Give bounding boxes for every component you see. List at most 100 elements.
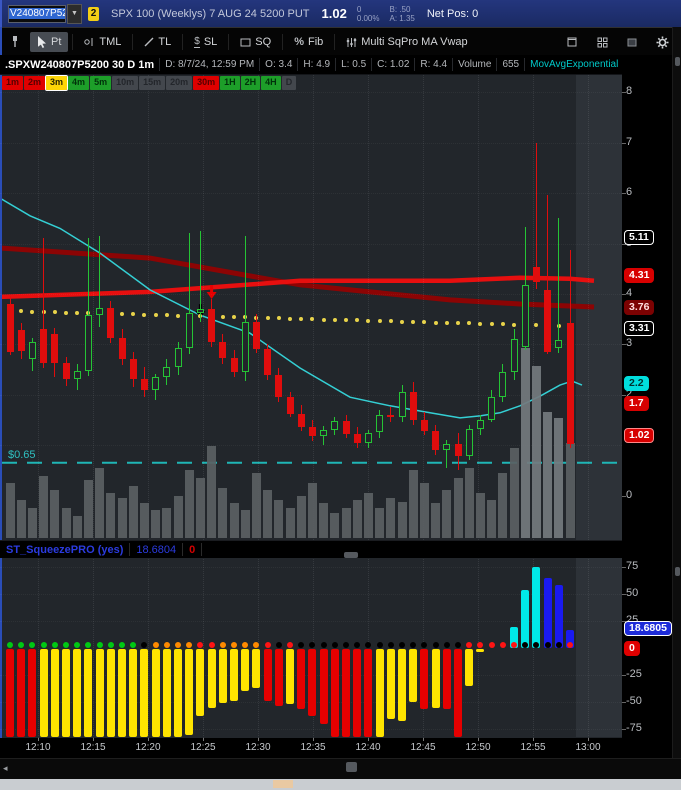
timeframe-button-2m[interactable]: 2m: [24, 76, 46, 90]
grid-vertical: [588, 557, 589, 738]
volume-bar: [464, 468, 474, 538]
price-bubble: 1.02: [624, 428, 655, 444]
candle-body: [17, 330, 25, 352]
volume-bar: [408, 470, 418, 538]
grid-horizontal: [0, 142, 622, 144]
volume-bar: [296, 496, 306, 538]
timeframe-button-4m[interactable]: 4m: [68, 76, 90, 90]
squeeze-bar-negative: [420, 649, 429, 710]
timeframe-button-5m[interactable]: 5m: [90, 76, 112, 90]
squeeze-dot: [533, 642, 540, 648]
candle-body: [252, 321, 260, 350]
candle-body: [219, 341, 227, 359]
strip-handle[interactable]: [675, 57, 680, 66]
squeeze-study-zero: 0: [183, 543, 203, 556]
pointer-tool-button[interactable]: Pt: [30, 32, 69, 52]
timeframe-button-20m[interactable]: 20m: [166, 76, 193, 90]
pin-toolbar-button[interactable]: [4, 32, 26, 52]
panel-resize-grip[interactable]: [344, 552, 358, 558]
cursor-icon: [38, 36, 46, 48]
squeeze-dot: [544, 642, 551, 648]
squeeze-bar-negative: [129, 649, 138, 737]
timeframe-button-10m[interactable]: 10m: [112, 76, 139, 90]
grid-horizontal: [0, 293, 622, 295]
scrollbar-mini-button[interactable]: [346, 762, 357, 772]
candle-body: [432, 430, 440, 451]
detach-window-button[interactable]: [563, 33, 581, 51]
candle-body: [174, 348, 182, 367]
square-tool-button[interactable]: SQ: [233, 32, 278, 52]
squeeze-study-title[interactable]: ST_SqueezePRO (yes): [0, 543, 131, 556]
symbol-dropdown-button[interactable]: ▼: [67, 3, 82, 24]
fib-tool-button[interactable]: % Fib: [287, 32, 330, 52]
scroll-left-arrow[interactable]: ◂: [3, 763, 8, 773]
dotted-line-dot: [444, 320, 449, 325]
squeeze-bar-negative: [106, 649, 115, 737]
price-tick-mark: [622, 193, 626, 195]
volume-bar: [173, 496, 183, 538]
candle-body: [51, 334, 59, 364]
timeframe-button-1m[interactable]: 1m: [2, 76, 24, 90]
trendline-tool-button[interactable]: TL: [137, 32, 178, 52]
timeframe-button-15m[interactable]: 15m: [139, 76, 166, 90]
panels-button[interactable]: [623, 33, 641, 51]
dotted-line-dot: [19, 309, 24, 314]
price-tick-mark: [622, 293, 626, 295]
candle-body: [163, 366, 171, 378]
candle-body: [275, 374, 283, 398]
tml-icon: [84, 38, 93, 46]
squeeze-dot: [343, 642, 349, 648]
change-stack: 0 0.00%: [357, 5, 380, 23]
squeeze-dot: [399, 642, 405, 648]
link-group-badge[interactable]: 2: [88, 6, 99, 21]
timeframe-button-1H[interactable]: 1H: [220, 76, 240, 90]
price-tick-label: 2: [626, 387, 633, 400]
multi-study-button[interactable]: Multi SqPro MA Vwap: [339, 32, 474, 52]
candle-body: [308, 427, 316, 437]
timeframe-button-4H[interactable]: 4H: [261, 76, 281, 90]
dotted-line-dot: [220, 314, 225, 319]
toolbar-separator: [282, 34, 284, 50]
candle-body: [6, 303, 14, 352]
candle-body: [96, 308, 104, 316]
volume-value: 655: [497, 58, 526, 71]
timeframe-button-30m[interactable]: 30m: [193, 76, 220, 90]
price-tick-label: 0: [626, 488, 633, 501]
squeeze-bar-negative: [297, 649, 306, 710]
fib-tool-label: Fib: [307, 36, 324, 48]
study-label[interactable]: MovAvgExponential ...: [525, 58, 636, 71]
candle-body: [566, 323, 574, 445]
stop-level-tool-button[interactable]: $ SL: [187, 32, 224, 52]
timeframe-button-3m[interactable]: 3m: [45, 75, 69, 91]
strip-handle[interactable]: [675, 567, 680, 576]
right-scroll-strip[interactable]: [672, 27, 681, 778]
volume-bar: [397, 502, 407, 538]
squeeze-dot: [477, 642, 484, 648]
candle-body: [499, 372, 507, 398]
timeframe-button-D[interactable]: D: [281, 76, 297, 90]
squeeze-bar-negative: [162, 649, 171, 737]
squeeze-bar-negative: [431, 649, 440, 709]
square-icon: [240, 38, 251, 46]
dotted-line-dot: [467, 321, 472, 326]
time-axis[interactable]: 12:10 12:15 12:20 12:25 12:30 12:35 12:40 12:45…: [0, 738, 622, 758]
volume-bar: [386, 498, 396, 538]
symbol-input[interactable]: V240807P5200: [8, 4, 66, 23]
price-axis[interactable]: 876543205.114.313.763.312.21.71.02755025…: [622, 55, 672, 758]
settings-button[interactable]: [653, 33, 671, 51]
squeeze-bar-negative: [398, 649, 406, 722]
squeeze-bar-negative: [274, 649, 283, 707]
symbol-input-text: V240807P5200: [9, 8, 65, 19]
timeframe-button-2H[interactable]: 2H: [240, 76, 261, 90]
ohlc-low: L: 0.5: [336, 58, 373, 71]
time-label: 12:10: [25, 742, 51, 753]
candle-body: [420, 419, 428, 431]
grid-layout-button[interactable]: [593, 33, 611, 51]
toolbar-separator: [228, 34, 230, 50]
trendline-multi-tool-button[interactable]: TML: [77, 32, 128, 52]
squeeze-dot: [186, 642, 193, 648]
candle-body: [443, 444, 451, 451]
squeeze-bar-negative: [375, 649, 384, 737]
dotted-line-dot: [30, 309, 35, 314]
volume-bar: [274, 500, 284, 538]
